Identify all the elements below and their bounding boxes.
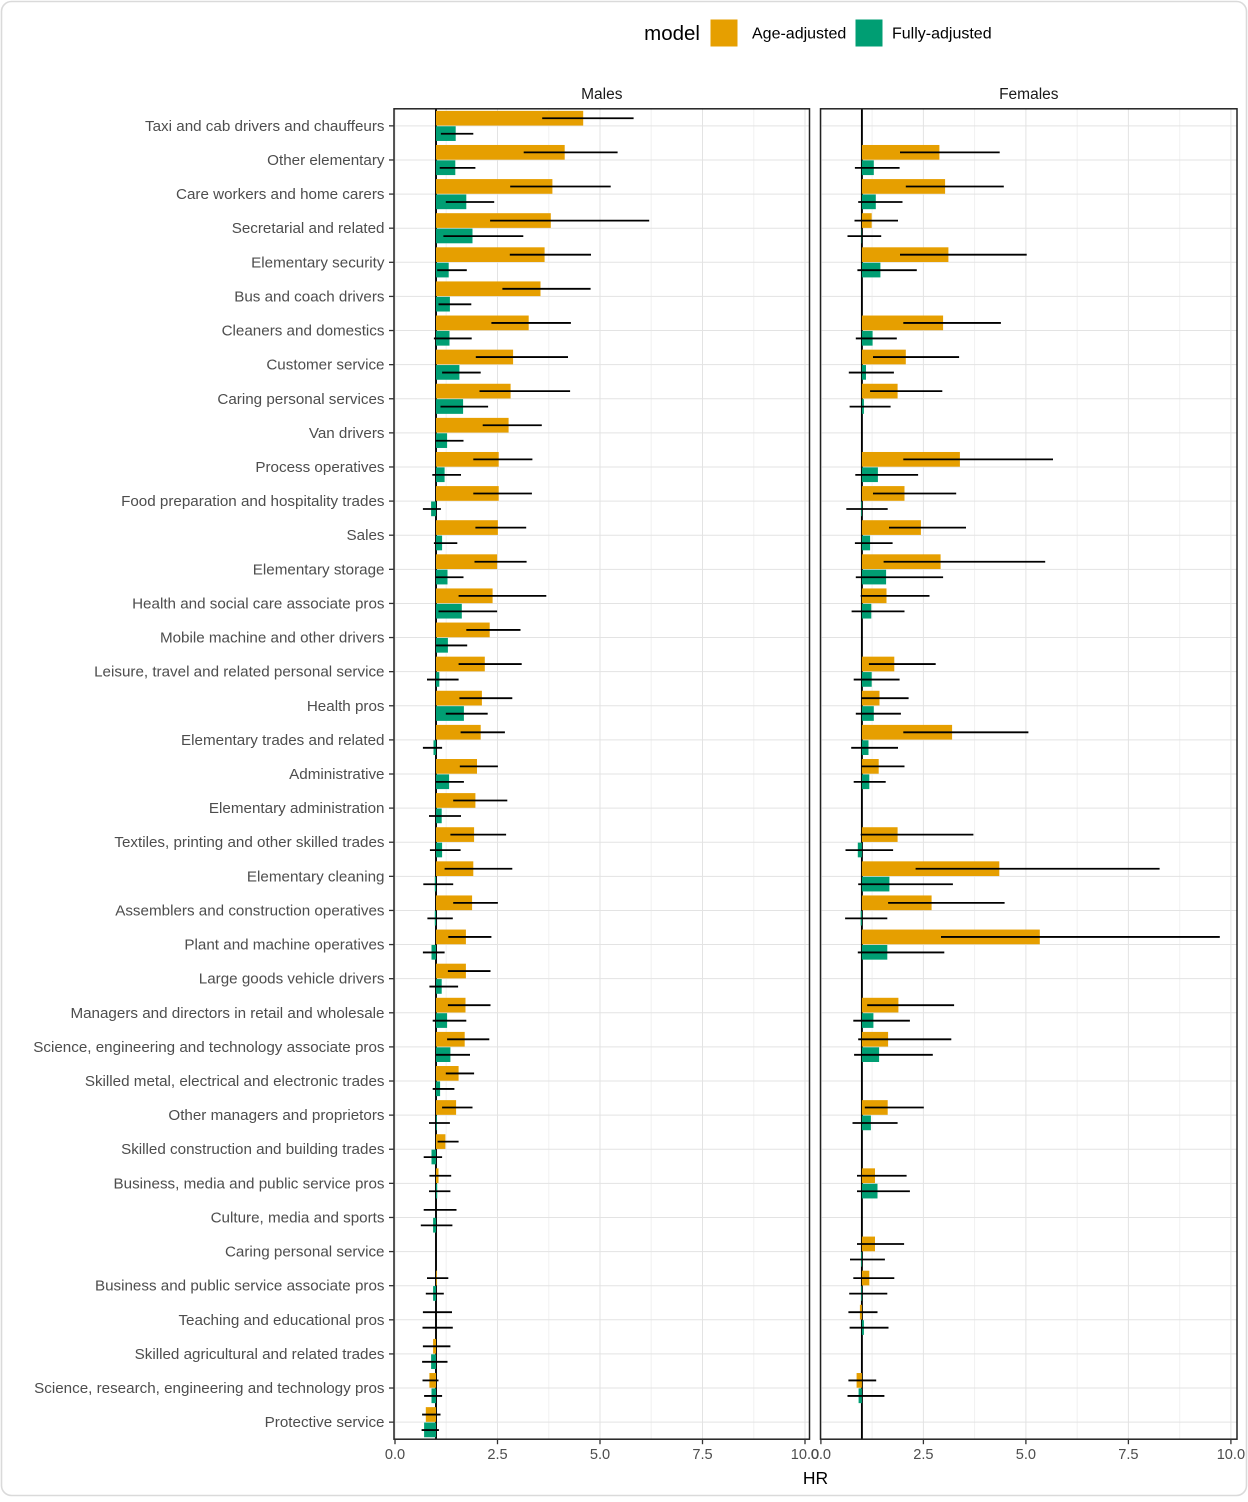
svg-text:Plant and machine operatives: Plant and machine operatives — [184, 937, 384, 954]
svg-text:Large goods vehicle drivers: Large goods vehicle drivers — [199, 971, 385, 988]
svg-text:Mobile machine and other drive: Mobile machine and other drivers — [160, 630, 385, 647]
svg-text:Secretarial and related: Secretarial and related — [232, 220, 385, 237]
svg-text:model: model — [644, 22, 700, 45]
svg-text:Elementary storage: Elementary storage — [253, 561, 385, 578]
svg-text:2.5: 2.5 — [913, 1447, 933, 1463]
svg-text:Elementary trades and related: Elementary trades and related — [181, 732, 384, 749]
svg-text:Males: Males — [581, 86, 623, 103]
svg-text:7.5: 7.5 — [692, 1447, 712, 1463]
svg-text:Care workers and home carers: Care workers and home carers — [176, 186, 385, 203]
svg-text:Van drivers: Van drivers — [309, 425, 385, 442]
svg-text:Fully-adjusted: Fully-adjusted — [892, 26, 992, 43]
svg-text:Caring personal service: Caring personal service — [225, 1244, 385, 1261]
svg-text:Teaching and educational pros: Teaching and educational pros — [178, 1312, 384, 1329]
svg-text:Bus and coach drivers: Bus and coach drivers — [234, 288, 385, 305]
svg-text:Leisure, travel and related pe: Leisure, travel and related personal ser… — [94, 664, 384, 681]
svg-text:Other elementary: Other elementary — [267, 152, 385, 169]
svg-text:Customer service: Customer service — [266, 357, 384, 374]
svg-text:Administrative: Administrative — [289, 766, 384, 783]
svg-text:Process operatives: Process operatives — [255, 459, 385, 476]
svg-text:Sales: Sales — [347, 527, 385, 544]
svg-text:Females: Females — [999, 86, 1059, 103]
svg-text:Managers and directors in reta: Managers and directors in retail and who… — [70, 1005, 384, 1022]
svg-text:Skilled agricultural and relat: Skilled agricultural and related trades — [135, 1346, 385, 1363]
svg-text:Assemblers and construction op: Assemblers and construction operatives — [115, 903, 385, 920]
svg-text:Taxi and cab drivers and chauf: Taxi and cab drivers and chauffeurs — [145, 118, 385, 135]
svg-text:Elementary cleaning: Elementary cleaning — [247, 868, 385, 885]
svg-text:10.0: 10.0 — [1217, 1447, 1245, 1463]
svg-text:Business, media and public ser: Business, media and public service pros — [114, 1175, 385, 1192]
svg-text:Skilled construction and build: Skilled construction and building trades — [121, 1141, 385, 1158]
svg-text:Business and public service as: Business and public service associate pr… — [95, 1278, 385, 1295]
svg-text:Elementary administration: Elementary administration — [209, 800, 385, 817]
svg-text:Cleaners and domestics: Cleaners and domestics — [222, 323, 385, 340]
svg-text:Textiles, printing and other s: Textiles, printing and other skilled tra… — [114, 834, 385, 851]
svg-text:Caring personal services: Caring personal services — [217, 391, 385, 408]
svg-text:0.0: 0.0 — [811, 1447, 831, 1463]
svg-text:Health pros: Health pros — [307, 698, 385, 715]
svg-text:Age-adjusted: Age-adjusted — [752, 26, 846, 43]
svg-text:7.5: 7.5 — [1118, 1447, 1138, 1463]
svg-text:Science, research, engineering: Science, research, engineering and techn… — [34, 1380, 385, 1397]
svg-text:Protective service: Protective service — [265, 1414, 385, 1431]
svg-text:Health and social care associa: Health and social care associate pros — [132, 595, 385, 612]
svg-text:5.0: 5.0 — [590, 1447, 610, 1463]
svg-text:Science, engineering and techn: Science, engineering and technology asso… — [33, 1039, 385, 1056]
svg-text:Skilled metal, electrical and: Skilled metal, electrical and electronic… — [85, 1073, 385, 1090]
svg-text:2.5: 2.5 — [487, 1447, 507, 1463]
svg-text:5.0: 5.0 — [1016, 1447, 1036, 1463]
svg-text:Culture, media and sports: Culture, media and sports — [211, 1210, 385, 1227]
svg-text:0.0: 0.0 — [385, 1447, 405, 1463]
svg-text:HR: HR — [803, 1468, 828, 1488]
svg-text:Other managers and proprietors: Other managers and proprietors — [168, 1107, 385, 1124]
svg-text:Food preparation and hospitali: Food preparation and hospitality trades — [121, 493, 385, 510]
svg-text:Elementary security: Elementary security — [251, 254, 385, 271]
